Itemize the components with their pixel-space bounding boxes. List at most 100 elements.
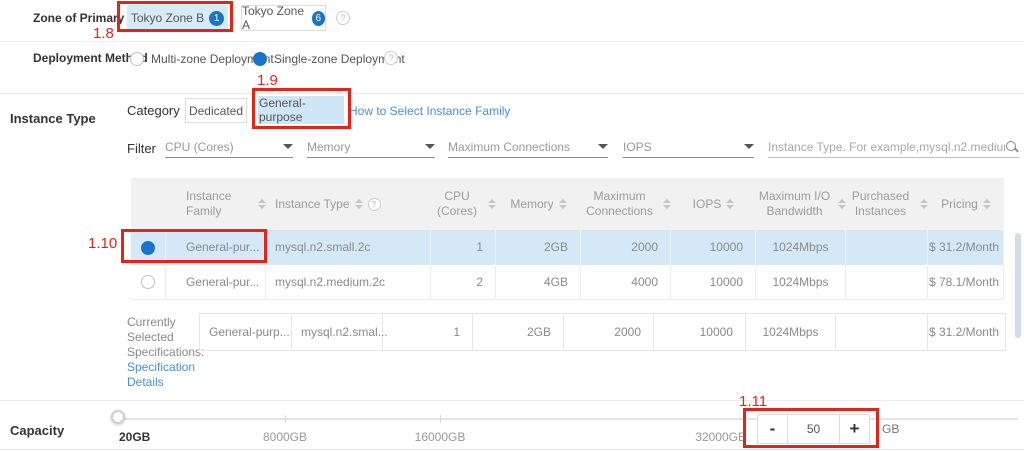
cell-cpu: 1: [431, 230, 496, 265]
cell-bandwidth: 1024Mbps: [756, 265, 846, 300]
zone-help-icon[interactable]: ?: [336, 11, 350, 25]
capacity-increment-button[interactable]: +: [839, 414, 870, 444]
zone-button-tokyo-a[interactable]: Tokyo Zone A 6: [241, 4, 326, 32]
summary-pricing: $ 31.2/Month: [928, 314, 1006, 350]
header-max-connections: Maximum Connections: [581, 178, 671, 230]
capacity-slider-handle[interactable]: [111, 410, 125, 424]
cell-connections: 2000: [581, 230, 671, 265]
instance-type-help-icon[interactable]: ?: [367, 197, 381, 211]
annotation-box-zone: [117, 1, 233, 32]
how-to-select-instance-family-link[interactable]: How to Select Instance Family: [349, 104, 511, 118]
divider: [0, 41, 1024, 42]
filter-connections-dropdown[interactable]: Maximum Connections: [448, 136, 608, 158]
zone-of-primary-node-label: Zone of Primary Node: [33, 11, 158, 25]
dropdown-value: Memory: [307, 139, 351, 154]
header-max-io-bandwidth: Maximum I/O Bandwidth: [756, 178, 846, 230]
zone-count-badge: 6: [311, 10, 325, 26]
divider: [0, 400, 1024, 401]
slider-tick-label-max: 32000GB: [695, 430, 746, 444]
sort-icon[interactable]: [982, 199, 991, 209]
cell-purchased: [846, 230, 928, 265]
chevron-down-icon: [283, 144, 293, 149]
row-radio-unselected[interactable]: [141, 275, 155, 289]
summary-type: mysql.n2.smal...: [292, 314, 388, 350]
divider: [0, 449, 1024, 450]
summary-memory: 2GB: [473, 314, 564, 350]
cell-memory: 2GB: [496, 230, 581, 265]
sort-icon[interactable]: [663, 199, 671, 209]
slider-tick-label-min: 20GB: [119, 430, 151, 444]
specification-details-link[interactable]: Specification Details: [127, 360, 196, 389]
cell-connections: 4000: [581, 265, 671, 300]
sort-icon[interactable]: [558, 199, 567, 209]
slider-tick-label: 16000GB: [414, 430, 466, 444]
capacity-decrement-button[interactable]: -: [757, 414, 788, 444]
dropdown-value: IOPS: [623, 139, 652, 154]
capacity-slider-rail[interactable]: [119, 418, 1018, 420]
zone-count-badge: 1: [209, 10, 225, 26]
instance-type-search: [768, 136, 1019, 158]
instance-type-table: Instance Family Instance Type ? CPU (Cor…: [131, 178, 1004, 300]
deployment-help-icon[interactable]: ?: [384, 51, 398, 65]
annotation-label-row: 1.10: [88, 235, 118, 252]
header-iops: IOPS: [671, 178, 756, 230]
currently-selected-label: Currently Selected Specifications: Speci…: [127, 315, 205, 389]
divider: [0, 93, 1024, 94]
cell-pricing: $ 78.1/Month: [928, 265, 1004, 300]
multi-zone-option-label[interactable]: Multi-zone Deployment: [151, 52, 274, 66]
cell-type: mysql.n2.small.2c: [266, 230, 431, 265]
annotation-label-category: 1.9: [257, 72, 278, 89]
summary-cpu: 1: [383, 314, 473, 350]
header-instance-family: Instance Family: [166, 178, 266, 230]
table-scrollbar[interactable]: [1015, 233, 1021, 338]
annotation-box-category: [252, 88, 351, 129]
table-header-row: Instance Family Instance Type ? CPU (Cor…: [131, 178, 1004, 230]
header-instance-type: Instance Type ?: [266, 178, 431, 230]
cell-cpu: 2: [431, 265, 496, 300]
sort-icon[interactable]: [354, 199, 363, 209]
instance-type-search-input[interactable]: [768, 139, 1005, 154]
summary-family: General-purp...: [200, 314, 292, 350]
summary-iops: 10000: [654, 314, 746, 350]
sort-icon[interactable]: [258, 199, 266, 209]
annotation-box-row: [121, 229, 267, 263]
sort-icon[interactable]: [838, 199, 846, 209]
sort-icon[interactable]: [726, 199, 735, 209]
cell-iops: 10000: [671, 265, 756, 300]
summary-bandwidth: 1024Mbps: [746, 314, 836, 350]
header-pricing: Pricing: [928, 178, 1004, 230]
chevron-down-icon: [744, 144, 754, 149]
deployment-method-label: Deployment Method: [33, 51, 148, 65]
filter-memory-dropdown[interactable]: Memory: [307, 136, 435, 158]
slider-tick: [285, 415, 286, 423]
dropdown-value: CPU (Cores): [165, 139, 234, 154]
capacity-value-input[interactable]: [787, 414, 840, 444]
sort-icon[interactable]: [488, 199, 496, 209]
category-button-general-purpose[interactable]: General-purpose: [258, 96, 344, 124]
capacity-section-label: Capacity: [10, 423, 65, 438]
table-row-mysql-n2-medium[interactable]: General-pur... mysql.n2.medium.2c 2 4GB …: [131, 265, 1004, 300]
zone-button-label: Tokyo Zone B: [130, 11, 205, 25]
sort-icon[interactable]: [920, 199, 928, 209]
table-row-mysql-n2-small[interactable]: General-pur... mysql.n2.small.2c 1 2GB 2…: [131, 230, 1004, 265]
category-label: Category: [127, 103, 180, 118]
search-icon[interactable]: [1005, 140, 1019, 154]
slider-tick-label: 8000GB: [262, 430, 308, 444]
capacity-unit-label: GB: [882, 422, 900, 436]
radio-multi-zone[interactable]: [130, 52, 144, 66]
cell-bandwidth: 1024Mbps: [756, 230, 846, 265]
instance-type-section-label: Instance Type: [10, 111, 96, 126]
cell-type: mysql.n2.medium.2c: [266, 265, 431, 300]
filter-cpu-dropdown[interactable]: CPU (Cores): [165, 136, 293, 158]
cell-purchased: [846, 265, 928, 300]
header-cpu: CPU (Cores): [431, 178, 496, 230]
category-button-dedicated[interactable]: Dedicated: [185, 98, 247, 123]
single-zone-option-label[interactable]: Single-zone Deployment: [274, 52, 405, 66]
cell-iops: 10000: [671, 230, 756, 265]
filter-iops-dropdown[interactable]: IOPS: [623, 136, 754, 158]
row-radio-selected[interactable]: [141, 240, 155, 255]
zone-button-label: Tokyo Zone A: [242, 4, 305, 32]
selected-spec-summary-row: General-purp... mysql.n2.smal... 1 2GB 2…: [199, 313, 1006, 351]
radio-single-zone[interactable]: [253, 52, 267, 66]
